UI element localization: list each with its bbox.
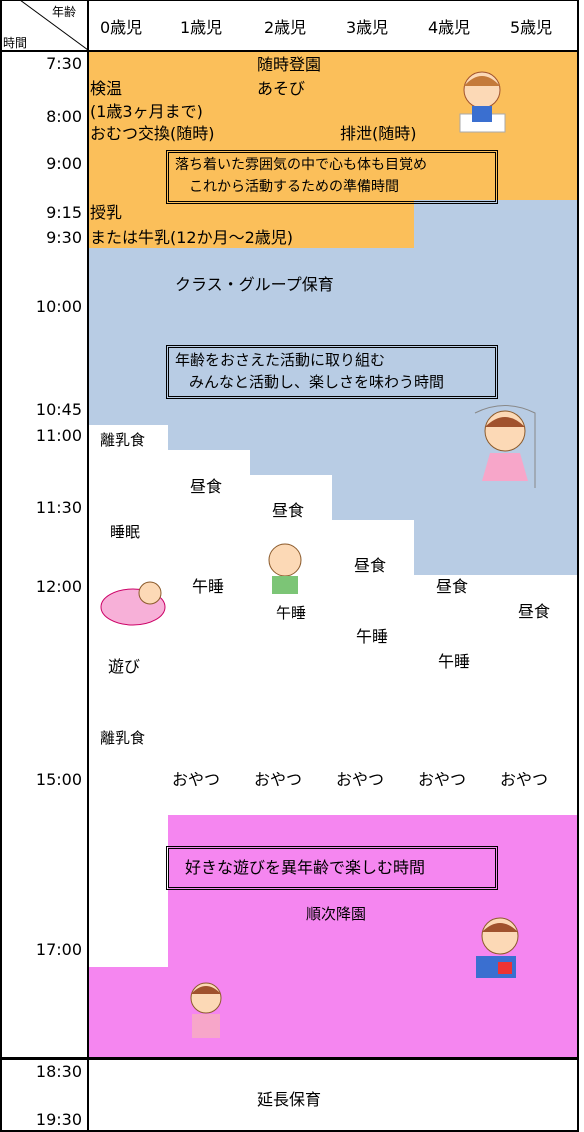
- class-area: [414, 520, 578, 575]
- activity: おやつ: [172, 770, 221, 789]
- border: [0, 0, 579, 1]
- note-line: 落ち着いた雰囲気の中で心も体も目覚め: [175, 157, 427, 173]
- border: [0, 50, 579, 52]
- activity: 昼食: [518, 602, 551, 621]
- age-header: 1歳児: [180, 18, 223, 37]
- activity: 検温: [90, 79, 123, 98]
- time: 9:00: [46, 154, 82, 173]
- activity: (1歳3ヶ月まで): [90, 102, 203, 121]
- border: [0, 1130, 579, 1132]
- age-header: 4歳児: [428, 18, 471, 37]
- time: 8:00: [46, 107, 82, 126]
- corner-diagonal: [19, 0, 88, 51]
- time: 12:00: [35, 577, 82, 596]
- age-header: 2歳児: [264, 18, 307, 37]
- activity: 遊び: [108, 657, 141, 676]
- time: 10:00: [35, 297, 82, 316]
- activity: 午睡: [192, 577, 225, 596]
- activity: 順次降園: [306, 905, 367, 923]
- illustration: [268, 543, 302, 594]
- class-area: [414, 200, 578, 248]
- activity: 随時登園: [257, 55, 322, 74]
- time: 7:30: [46, 54, 82, 73]
- note-box: 年齢をおさえた活動に取り組む みんなと活動し、楽しさを味わう時間: [166, 345, 498, 399]
- time: 9:30: [46, 228, 82, 247]
- activity: 午睡: [276, 604, 307, 622]
- activity: 午睡: [356, 627, 389, 646]
- time: 17:00: [35, 940, 82, 959]
- time: 9:15: [46, 203, 82, 222]
- note-line: 好きな遊びを異年齢で楽しむ時間: [185, 858, 426, 877]
- illustration: [474, 405, 536, 488]
- activity: 離乳食: [100, 431, 146, 449]
- time: 11:30: [35, 498, 82, 517]
- activity: あそび: [257, 79, 306, 98]
- time: 10:45: [35, 400, 82, 419]
- note-line: これから活動するための準備時間: [189, 179, 399, 195]
- activity: 昼食: [272, 501, 305, 520]
- activity: おやつ: [418, 770, 467, 789]
- border: [0, 0, 2, 1132]
- border: [87, 0, 89, 1132]
- activity: 昼食: [190, 477, 223, 496]
- note-line: みんなと活動し、楽しさを味わう時間: [189, 373, 445, 391]
- time: 11:00: [35, 426, 82, 445]
- activity: おむつ交換(随時): [90, 124, 215, 143]
- age-header: 0歳児: [100, 18, 143, 37]
- activity: 排泄(随時): [340, 124, 417, 143]
- time: 19:30: [35, 1110, 82, 1129]
- activity: 昼食: [436, 577, 469, 596]
- morning-area: [88, 200, 414, 248]
- age-header: 3歳児: [346, 18, 389, 37]
- activity: 睡眠: [110, 523, 141, 541]
- play-area: [88, 967, 168, 1058]
- time-label: 時間: [3, 36, 28, 50]
- age-header: 5歳児: [510, 18, 553, 37]
- border: [0, 1057, 579, 1060]
- activity: 延長保育: [257, 1090, 322, 1109]
- activity: おやつ: [336, 770, 385, 789]
- activity: 昼食: [354, 556, 387, 575]
- activity: クラス・グループ保育: [175, 275, 334, 294]
- activity: おやつ: [500, 770, 549, 789]
- class-area: [332, 475, 578, 520]
- illustration: [459, 71, 506, 133]
- activity: 午睡: [438, 652, 471, 671]
- activity: 授乳: [90, 203, 123, 222]
- illustration: [476, 917, 519, 978]
- activity: または牛乳(12か月～2歳児): [90, 228, 294, 247]
- age-label: 年齢: [52, 5, 77, 19]
- note-box: 好きな遊びを異年齢で楽しむ時間: [166, 846, 498, 890]
- time: 18:30: [35, 1062, 82, 1081]
- activity: 離乳食: [100, 729, 146, 747]
- note-line: 年齢をおさえた活動に取り組む: [175, 351, 386, 369]
- border: [577, 0, 579, 1132]
- note-box: 落ち着いた雰囲気の中で心も体も目覚め これから活動するための準備時間: [166, 150, 498, 204]
- time: 15:00: [35, 770, 82, 789]
- illustration: [190, 982, 222, 1038]
- illustration: [100, 581, 166, 626]
- activity: おやつ: [254, 770, 303, 789]
